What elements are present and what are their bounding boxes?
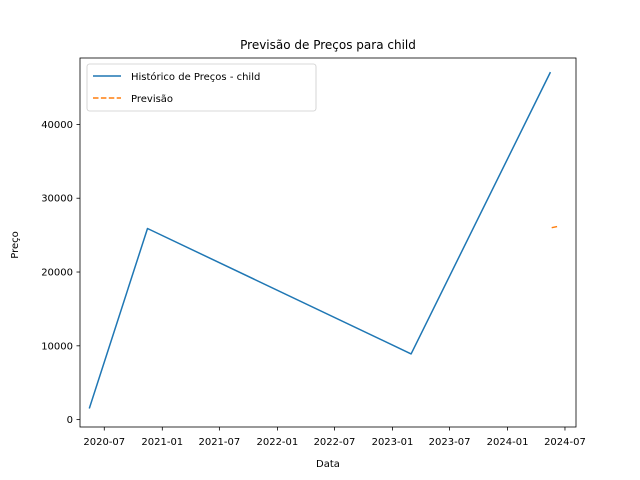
plot-frame [79, 57, 577, 428]
x-tick-label: 2020-07 [83, 437, 125, 448]
y-tick-label: 40000 [41, 120, 73, 131]
y-axis-title: Preço [10, 231, 21, 259]
legend-box [86, 63, 317, 112]
x-tick-label: 2021-07 [198, 437, 240, 448]
y-tick-label: 0 [67, 415, 73, 426]
x-axis-title: Data [316, 459, 340, 470]
x-tick-label: 2024-07 [544, 437, 586, 448]
x-tick-label: 2024-01 [487, 437, 529, 448]
series-line-1 [551, 225, 559, 229]
x-tick-label: 2022-07 [314, 437, 356, 448]
x-tick-label: 2022-01 [256, 437, 298, 448]
legend-label-0: Histórico de Preços - child [131, 71, 260, 83]
y-tick-label: 30000 [41, 194, 73, 205]
x-tick-label: 2021-01 [141, 437, 183, 448]
y-tick-label: 20000 [41, 268, 73, 279]
y-tick-label: 10000 [41, 341, 73, 352]
legend: Histórico de Preços - child Previsão [86, 63, 317, 112]
chart-title: Previsão de Preços para child [240, 38, 416, 52]
x-tick-label: 2023-07 [429, 437, 471, 448]
x-tick-label: 2023-01 [372, 437, 414, 448]
legend-label-1: Previsão [131, 94, 173, 105]
series-line-0 [88, 71, 552, 409]
